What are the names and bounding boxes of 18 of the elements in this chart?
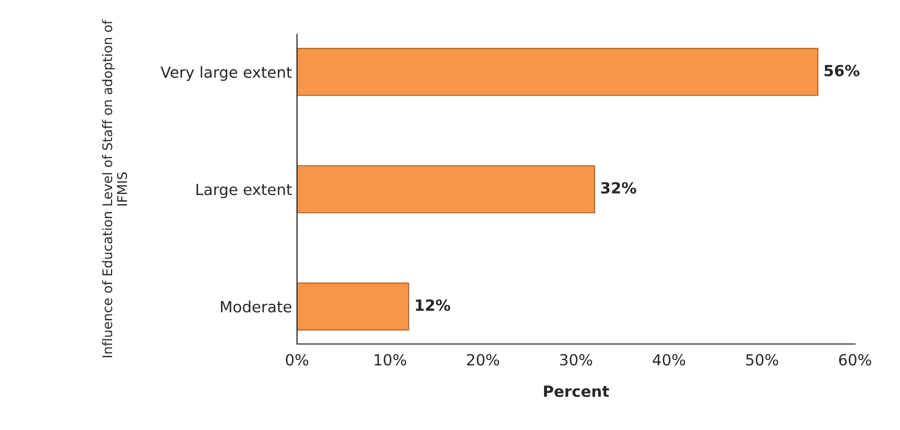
x-axis-title: Percent bbox=[544, 386, 609, 397]
bar bbox=[297, 48, 818, 96]
data-label: 12% bbox=[416, 299, 450, 311]
x-tick-label: 10% bbox=[374, 354, 406, 366]
y-tick-label: Very large extent bbox=[160, 66, 292, 81]
x-tick-label: 40% bbox=[652, 354, 686, 366]
bar bbox=[297, 282, 410, 330]
x-tick-label: 50% bbox=[746, 354, 778, 366]
y-axis-title: Influence of Education Level of Staff on adoption of IFMIS bbox=[102, 20, 128, 358]
y-tick-label: Large extent bbox=[196, 184, 292, 198]
data-label: 56% bbox=[824, 64, 860, 76]
data-label: 32% bbox=[601, 182, 636, 194]
y-tick-label: Moderate bbox=[220, 300, 292, 312]
x-tick-label: 20% bbox=[467, 354, 500, 366]
x-tick-label: 0% bbox=[286, 354, 308, 366]
x-tick-label: 30% bbox=[560, 354, 592, 366]
x-tick-label: 60% bbox=[839, 354, 872, 366]
bar bbox=[297, 165, 596, 214]
